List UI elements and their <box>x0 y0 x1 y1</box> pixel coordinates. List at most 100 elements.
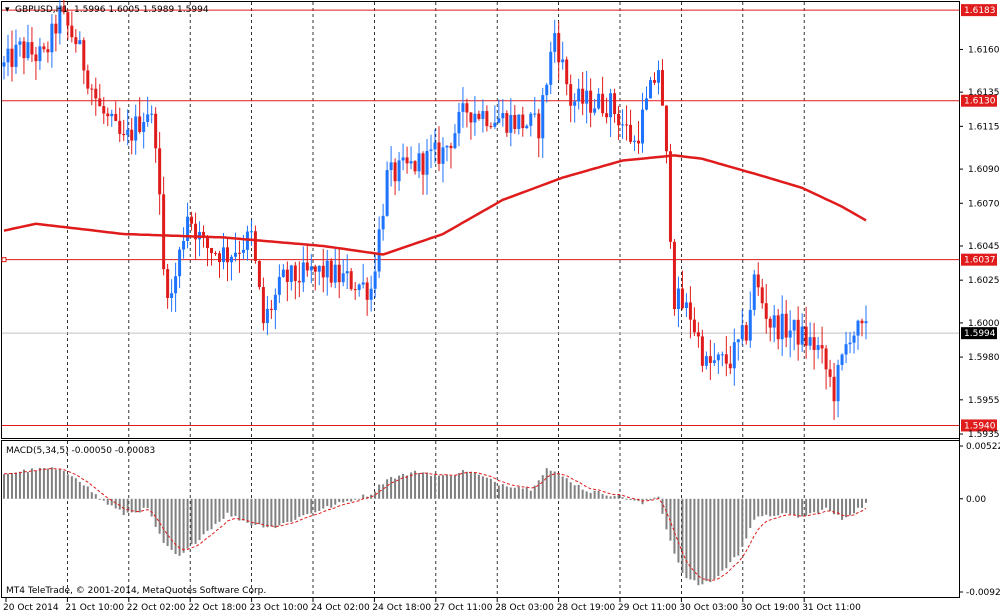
candle-bear <box>22 41 26 59</box>
macd-bar <box>837 498 840 515</box>
macd-bar <box>721 498 724 571</box>
x-tick-label: 30 Oct 19:00 <box>741 603 800 613</box>
candle-bear <box>708 356 712 363</box>
macd-bar <box>434 474 436 499</box>
candle-bull <box>277 276 281 295</box>
macd-bar <box>789 498 792 515</box>
macd-bar <box>82 485 85 499</box>
macd-bar <box>533 485 536 499</box>
macd-bar <box>693 498 696 581</box>
candle-bull <box>549 51 553 85</box>
candle-bear <box>66 12 70 26</box>
macd-bar <box>797 498 800 518</box>
macd-bar <box>46 468 49 499</box>
current-price-label: 1.5994 <box>964 329 996 339</box>
macd-bar <box>318 498 321 511</box>
macd-bar <box>238 498 241 521</box>
candle-bull <box>385 170 389 216</box>
candle-bear <box>860 320 864 324</box>
macd-bar <box>501 484 504 499</box>
macd-bar <box>673 498 676 554</box>
macd-bar <box>118 498 121 510</box>
macd-bar <box>70 476 73 499</box>
candle-bull <box>509 114 513 133</box>
candle-bull <box>848 342 852 345</box>
macd-bar <box>521 488 524 499</box>
candle-bull <box>788 330 792 338</box>
macd-bar <box>697 498 700 586</box>
candle-bear <box>768 318 772 328</box>
macd-bar <box>817 498 820 514</box>
candle-bear <box>405 157 409 164</box>
macd-panel-border <box>1 440 960 598</box>
price-levels: 1.6183 1.6130 1.6037 1.5940 1.5994 <box>1 4 997 432</box>
candle-bull <box>317 265 321 272</box>
macd-bar <box>94 494 97 499</box>
macd-bar <box>769 498 772 517</box>
level-label: 1.5940 <box>964 421 996 431</box>
candle-bear <box>190 216 194 224</box>
candle-bull <box>473 113 477 123</box>
macd-bar <box>206 498 209 531</box>
macd-bar <box>298 498 301 517</box>
macd-bar <box>749 498 752 529</box>
chart-menu-arrow-icon[interactable]: ▾ <box>5 5 10 15</box>
candle-bull <box>609 93 613 118</box>
candle-bear <box>557 33 561 63</box>
candle-bull <box>409 161 413 164</box>
candle-bear <box>688 302 692 320</box>
macd-bar <box>617 494 620 499</box>
macd-bar <box>613 495 616 499</box>
level-label-box <box>961 419 997 432</box>
level-label: 1.6183 <box>964 6 996 16</box>
macd-bar <box>745 498 748 539</box>
macd-bar <box>865 498 867 503</box>
candle-bear <box>114 113 118 121</box>
candle-bull <box>273 294 277 311</box>
candle-bear <box>565 59 569 85</box>
candle-bull <box>684 302 688 309</box>
macd-bar <box>785 498 788 514</box>
macd-bar <box>210 498 213 530</box>
candle-bull <box>597 93 601 109</box>
macd-signal-line <box>4 467 867 581</box>
level-label-box <box>961 4 997 17</box>
macd-bar <box>573 485 576 499</box>
macd-bar <box>481 476 484 499</box>
macd-bar <box>422 472 425 499</box>
candle-bull <box>18 41 22 45</box>
macd-bar <box>761 498 764 517</box>
candle-bear <box>122 133 126 136</box>
candle-bear <box>94 88 98 99</box>
macd-bar <box>449 475 452 499</box>
candle-bear <box>696 332 700 337</box>
macd-bar <box>457 473 460 499</box>
candle-bull <box>852 335 856 343</box>
candle-bear <box>581 88 585 104</box>
candle-bear <box>589 90 593 113</box>
candle-bull <box>186 216 190 242</box>
chart-header-symbol: GBPUSD,H1 <box>15 5 68 15</box>
candle-bear <box>261 287 265 324</box>
macd-bar <box>394 478 397 499</box>
macd-bar <box>593 490 596 499</box>
macd-bar <box>781 498 784 514</box>
candle-bear <box>269 308 273 311</box>
macd-bar <box>314 498 317 513</box>
candle-bull <box>377 229 381 272</box>
macd-bar <box>322 498 325 509</box>
candle-bull <box>301 262 305 283</box>
candle-bull <box>561 59 565 63</box>
macd-bar <box>122 498 125 516</box>
macd-bar <box>110 498 113 506</box>
macd-bar <box>106 498 109 505</box>
candle-bull <box>373 271 377 289</box>
candle-bear <box>225 247 229 263</box>
macd-bar <box>50 467 53 499</box>
candle-bear <box>218 253 221 263</box>
candle-bear <box>744 325 748 341</box>
macd-bar <box>489 478 492 499</box>
candle-bull <box>461 103 465 112</box>
macd-bar <box>517 486 520 499</box>
